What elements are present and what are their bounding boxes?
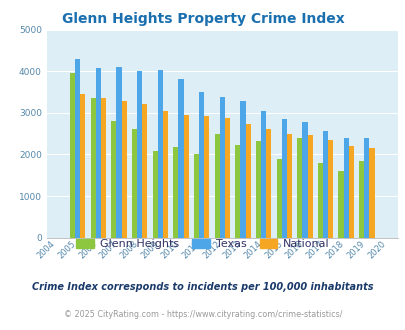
Bar	[307, 135, 312, 238]
Bar	[214, 134, 219, 238]
Bar	[266, 129, 271, 238]
Bar	[260, 111, 266, 238]
Bar	[75, 59, 80, 238]
Bar	[194, 154, 198, 238]
Bar	[219, 97, 224, 238]
Bar	[132, 129, 137, 238]
Bar	[157, 70, 162, 238]
Bar	[234, 145, 240, 238]
Bar	[80, 94, 85, 238]
Bar	[152, 151, 157, 238]
Bar	[142, 104, 147, 238]
Bar	[281, 119, 286, 238]
Bar	[178, 79, 183, 238]
Bar	[111, 121, 116, 238]
Bar	[296, 138, 302, 238]
Bar	[322, 131, 327, 238]
Bar	[101, 98, 106, 238]
Text: Glenn Heights Property Crime Index: Glenn Heights Property Crime Index	[62, 12, 343, 25]
Bar	[240, 101, 245, 238]
Bar	[338, 171, 343, 238]
Bar	[286, 134, 291, 238]
Bar	[204, 116, 209, 238]
Bar	[358, 161, 363, 238]
Bar	[137, 71, 142, 238]
Bar	[70, 73, 75, 238]
Bar	[90, 98, 96, 238]
Bar	[348, 146, 353, 238]
Bar	[224, 118, 230, 238]
Bar	[96, 68, 101, 238]
Bar	[121, 101, 126, 238]
Bar	[363, 138, 369, 238]
Text: Crime Index corresponds to incidents per 100,000 inhabitants: Crime Index corresponds to incidents per…	[32, 282, 373, 292]
Bar	[116, 67, 121, 238]
Bar	[276, 159, 281, 238]
Bar	[173, 147, 178, 238]
Bar	[255, 141, 260, 238]
Bar	[343, 138, 348, 238]
Legend: Glenn Heights, Texas, National: Glenn Heights, Texas, National	[72, 234, 333, 253]
Bar	[317, 163, 322, 238]
Bar	[198, 92, 204, 238]
Text: © 2025 CityRating.com - https://www.cityrating.com/crime-statistics/: © 2025 CityRating.com - https://www.city…	[64, 311, 341, 319]
Bar	[162, 111, 168, 238]
Bar	[183, 115, 188, 238]
Bar	[369, 148, 374, 238]
Bar	[245, 124, 250, 238]
Bar	[302, 122, 307, 238]
Bar	[327, 140, 333, 238]
